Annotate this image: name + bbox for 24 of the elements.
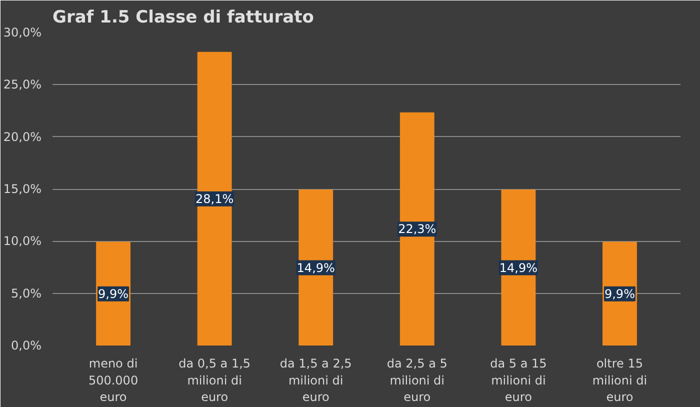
y-tick-label: 20,0% — [3, 130, 42, 144]
x-tick-label: meno di 500.000 euro — [88, 356, 138, 404]
y-tick-label: 15,0% — [3, 182, 42, 196]
data-label: 14,9% — [499, 260, 538, 275]
x-tick-label: da 1,5 a 2,5 milioni di euro — [280, 356, 352, 404]
y-tick-label: 25,0% — [3, 78, 42, 92]
y-tick-label: 30,0% — [3, 26, 42, 40]
bar — [501, 190, 536, 346]
x-tick-label: oltre 15 milioni di euro — [592, 356, 648, 404]
bar — [298, 190, 334, 346]
bar — [197, 52, 232, 346]
data-label: 28,1% — [196, 192, 234, 206]
data-label: 14,9% — [296, 260, 335, 275]
data-label: 9,9% — [98, 286, 129, 301]
data-label: 22,3% — [398, 222, 436, 236]
x-tick-label: da 2,5 a 5 milioni di euro — [386, 356, 448, 404]
y-tick-label: 10,0% — [3, 234, 42, 248]
bar — [400, 112, 434, 346]
data-label: 9,9% — [604, 286, 635, 301]
x-tick-label: da 5 a 15 milioni di euro — [490, 356, 547, 404]
y-tick-label: 5,0% — [11, 286, 42, 300]
x-tick-label: da 0,5 a 1,5 milioni di euro — [178, 356, 251, 404]
y-tick-label: 0,0% — [11, 338, 42, 352]
chart-title: Graf 1.5 Classe di fatturato — [52, 8, 314, 28]
